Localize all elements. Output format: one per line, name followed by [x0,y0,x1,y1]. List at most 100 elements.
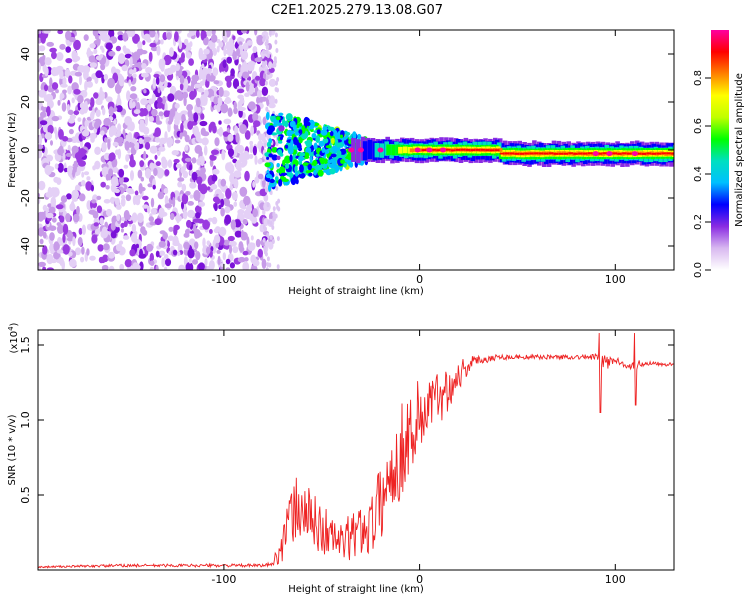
spectrogram-cell [398,146,403,154]
spectrogram-cell [252,208,258,218]
spectrogram-cell [105,96,113,103]
spectrogram-cell [61,260,65,270]
spectrogram-cell [181,201,184,210]
spectrogram-cell [133,264,141,270]
spectrogram-cell [126,142,135,148]
spectrogram-cell [43,30,51,34]
spectrogram-cell [108,265,115,270]
y-tick-label: 0 [19,147,32,154]
spectrogram-cell [321,147,326,153]
spectrogram-cell [578,152,583,155]
spectrogram-cell [264,162,271,168]
spectrogram-cell [299,164,304,173]
spectrogram-cell [184,144,189,151]
spectrogram-cell [281,121,287,125]
spectrogram-cell [156,169,164,179]
spectrogram-cell [242,42,249,51]
spectrogram-cell [237,94,244,100]
spectrogram-cell [96,205,103,214]
spectrogram-cell [158,250,166,256]
spectrogram-cell [148,216,154,223]
spectrogram-cell [206,68,213,73]
y-tick-label: 20 [19,95,32,109]
spectrogram-cell [177,181,183,188]
spectrogram-cell [189,90,196,100]
spectrogram-cell [93,92,99,99]
spectrogram-cell [568,152,573,155]
spectrogram-cell [159,137,167,145]
y-tick-label: 40 [19,47,32,61]
x-tick-label: 0 [416,273,423,286]
spectrogram-cell [149,266,155,270]
spectrogram-cell [126,75,133,84]
spectrogram-cell [446,148,451,151]
spectrogram-cell [279,136,283,141]
spectrogram-cell [271,147,278,153]
spectrogram-cell [187,209,195,218]
spectrogram-cell [377,147,384,153]
spectrogram-cell [298,136,303,144]
spectrogram-cell [242,71,250,79]
spectrogram-cell [56,177,62,185]
spectrogram-cell [81,171,85,178]
spectrogram-cell [212,47,217,57]
spectrogram-cell [325,145,332,149]
spectrogram-cell [329,131,334,137]
spectrogram-cell [69,202,76,212]
spectrogram-cell [228,244,233,254]
spectrogram-cell [91,234,98,244]
spectrogram-cell [149,252,154,263]
spectrogram-cell [218,204,222,210]
spectrogram-cell [195,97,201,108]
spectrogram-cell [237,211,244,219]
spectrogram-cell [264,80,268,86]
spectrogram-cell [239,98,245,105]
spectrogram-cell [246,40,253,46]
spectrogram-cell [273,62,277,68]
colorbar-tick-label: 0.0 [693,262,704,278]
spectrogram-cell [133,109,141,115]
spectrogram-cell [49,47,57,53]
colorbar-label: Normalized spectral amplitude [734,73,745,227]
spectrogram-cell [227,235,235,242]
spectrogram-cell [38,180,46,191]
spectrogram-cell [135,197,141,206]
spectrogram-cell [276,77,280,82]
spectrogram-cell [38,223,43,229]
spectrogram-cell [192,259,198,265]
spectrogram-cell [497,148,503,152]
snr-series-line [38,332,674,569]
spectrogram-cell [43,84,49,92]
spectrogram-cell [197,87,205,93]
spectrogram-cell [220,207,225,217]
spectrogram-cell [222,131,229,137]
spectrogram-cell [319,157,326,165]
spectrogram-cell [212,196,220,203]
spectrogram-cell [186,104,194,112]
spectrogram-cell [89,62,98,68]
spectrogram-cell [108,168,114,177]
spectrogram-cell [187,109,193,119]
spectrogram-cell [250,235,254,241]
spectrogram-cell [79,75,82,86]
spectrogram-cell [58,129,64,140]
spectrogram-cell [257,89,262,98]
spectrogram-cell [50,258,58,264]
spectrogram-cell [287,113,293,120]
spectrogram-cell [185,191,191,196]
spectrogram-cell [253,120,261,127]
spectrogram-cell [118,75,125,87]
spectrogram-cell [195,106,202,114]
spectrogram-cell [129,99,134,109]
spectrogram-cell [164,258,172,267]
spectrogram-cell [426,147,433,153]
spectrogram-cell [262,63,266,69]
x-tick-label: -100 [211,273,236,286]
spectrogram-cell [147,205,151,214]
spectrogram-cell [252,180,256,188]
spectrogram-cell [229,262,235,269]
spectrogram-cell [179,83,184,91]
spectrogram-cell [102,107,106,116]
spectrogram-cell [45,106,51,117]
spectrogram-cell [216,249,221,254]
